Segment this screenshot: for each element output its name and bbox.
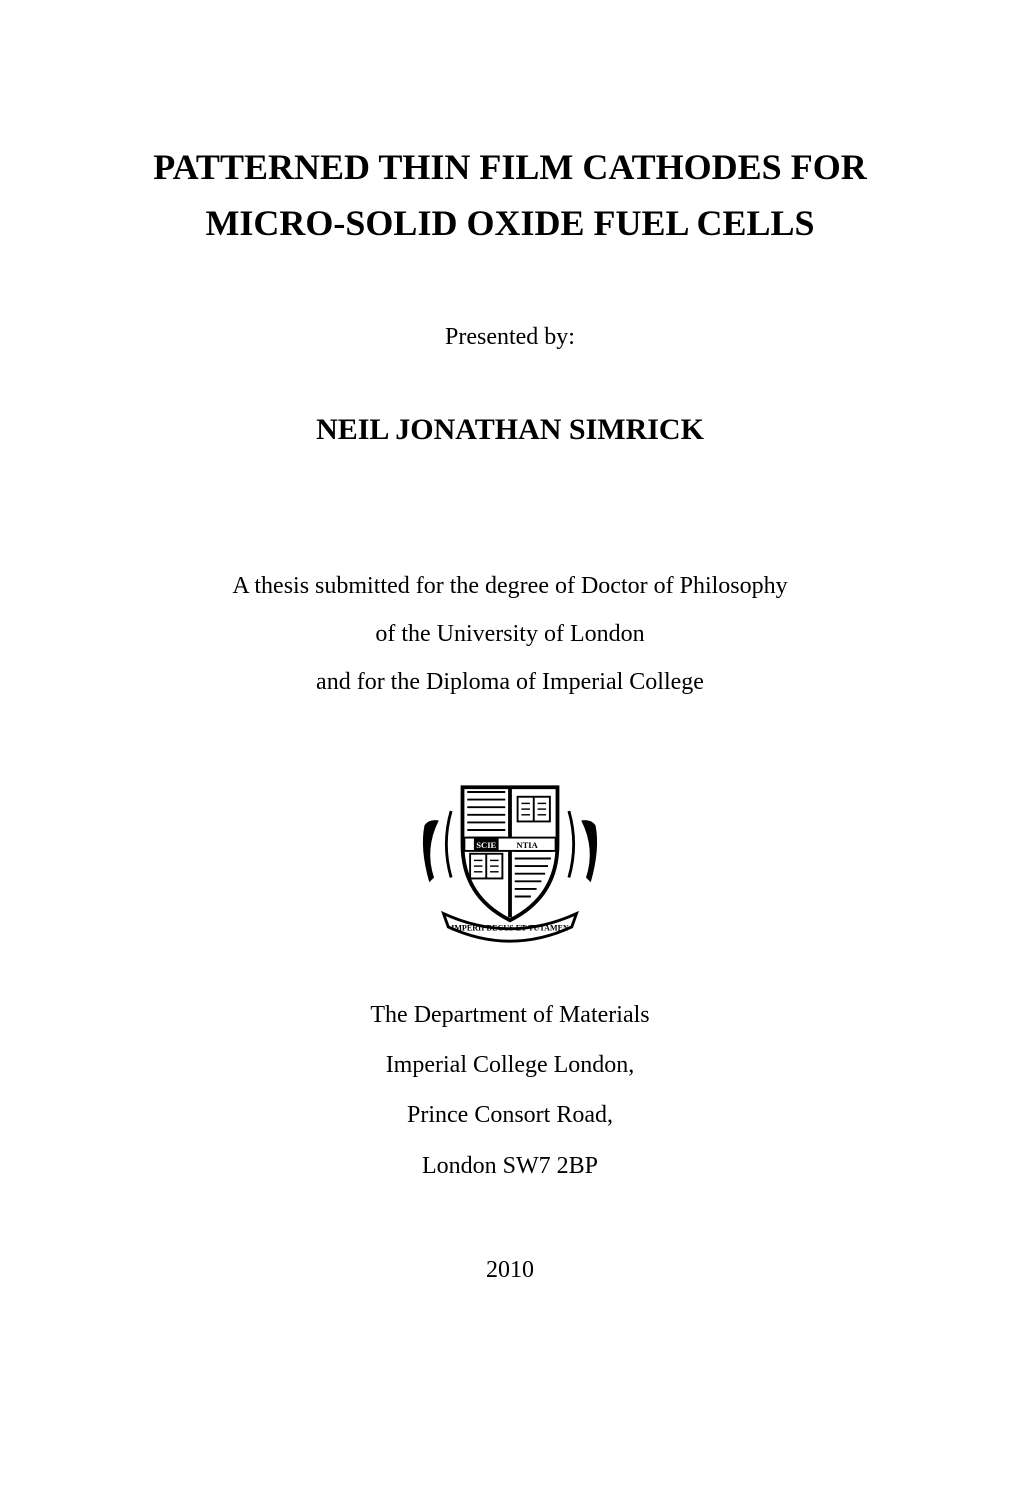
department-block: The Department of Materials Imperial Col…: [110, 990, 910, 1192]
department-line-2: Imperial College London,: [110, 1040, 910, 1090]
department-line-3: Prince Consort Road,: [110, 1090, 910, 1140]
svg-text:SCIE: SCIE: [476, 840, 496, 850]
title-page: PATTERNED THIN FILM CATHODES FOR MICRO-S…: [0, 0, 1020, 1495]
crest-motto-text: IMPERII DECUS ET TUTAMEN: [451, 923, 569, 932]
department-line-4: London SW7 2BP: [110, 1141, 910, 1191]
year: 2010: [110, 1257, 910, 1284]
crest-container: SCIE NTIA IMPERII DECUS ET TUTAMEN: [110, 754, 910, 944]
imperial-college-crest-icon: SCIE NTIA IMPERII DECUS ET TUTAMEN: [415, 754, 605, 944]
thesis-description: A thesis submitted for the degree of Doc…: [110, 562, 910, 706]
presented-by-label: Presented by:: [110, 324, 910, 351]
department-line-1: The Department of Materials: [110, 990, 910, 1040]
thesis-line-2: of the University of London: [110, 610, 910, 658]
author-name: NEIL JONATHAN SIMRICK: [110, 413, 910, 447]
svg-text:NTIA: NTIA: [516, 840, 538, 850]
thesis-line-3: and for the Diploma of Imperial College: [110, 658, 910, 706]
title-line-2: MICRO-SOLID OXIDE FUEL CELLS: [110, 196, 910, 252]
title-line-1: PATTERNED THIN FILM CATHODES FOR: [110, 140, 910, 196]
thesis-title: PATTERNED THIN FILM CATHODES FOR MICRO-S…: [110, 140, 910, 252]
thesis-line-1: A thesis submitted for the degree of Doc…: [110, 562, 910, 610]
